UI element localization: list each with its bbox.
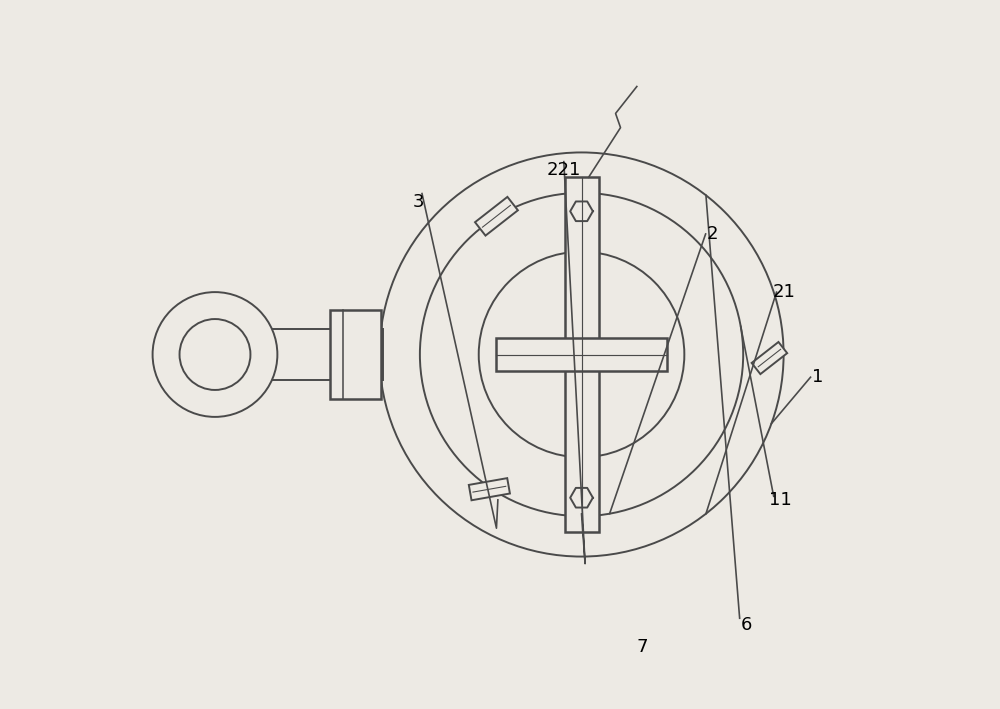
Text: 1: 1 (812, 368, 823, 386)
Text: 11: 11 (769, 491, 792, 509)
Text: 6: 6 (741, 616, 752, 635)
Text: 21: 21 (772, 283, 795, 301)
Text: 7: 7 (636, 637, 648, 656)
Bar (330, 311, 381, 398)
Bar (565, 177, 599, 532)
Text: 2: 2 (707, 225, 718, 243)
Text: 221: 221 (547, 161, 581, 179)
Text: 3: 3 (413, 193, 424, 211)
Bar (170, 329, 383, 380)
Bar (496, 338, 667, 371)
Polygon shape (475, 197, 518, 235)
Polygon shape (469, 478, 510, 501)
Circle shape (153, 292, 277, 417)
Polygon shape (752, 342, 787, 374)
